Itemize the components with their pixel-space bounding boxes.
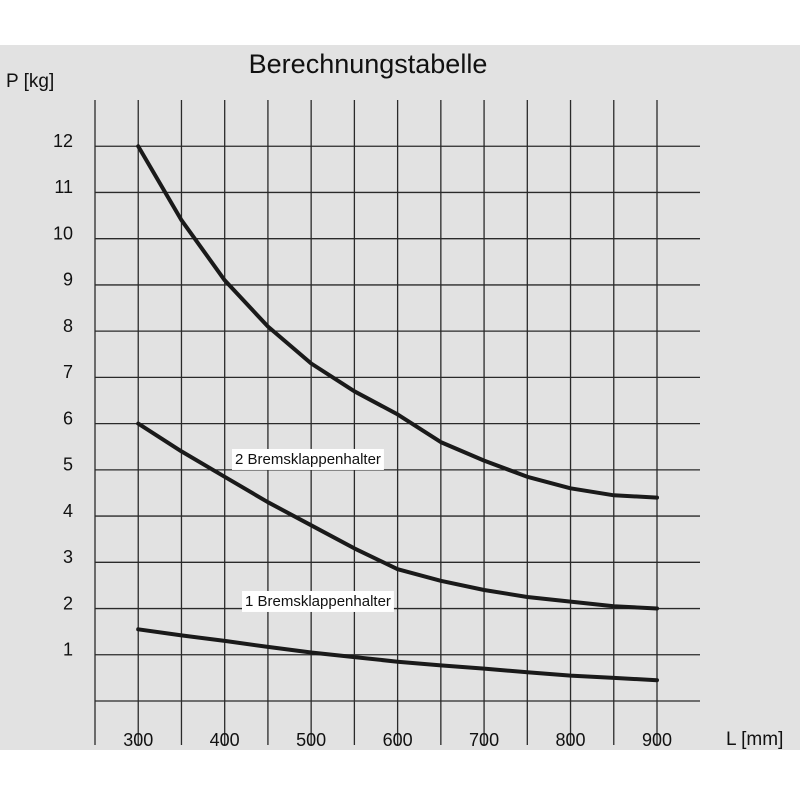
annotation-background bbox=[242, 590, 394, 612]
line-series bbox=[136, 421, 659, 611]
chart-background bbox=[0, 45, 800, 750]
x-tick-label: 700 bbox=[469, 730, 499, 750]
y-tick-label: 11 bbox=[54, 177, 73, 197]
x-tick-label: 800 bbox=[556, 730, 586, 750]
y-tick-label: 12 bbox=[53, 131, 73, 151]
annotation: 2 Bremsklappenhalter bbox=[235, 451, 381, 468]
y-tick-label: 5 bbox=[63, 455, 73, 475]
y-tick-label: 9 bbox=[63, 270, 73, 290]
x-tick-label: 900 bbox=[642, 730, 672, 750]
y-tick-label: 8 bbox=[63, 316, 73, 336]
y-tick-label: 7 bbox=[63, 362, 73, 382]
y-tick-label: 4 bbox=[63, 501, 73, 521]
line-series bbox=[136, 144, 659, 500]
y-tick-label: 2 bbox=[63, 593, 73, 613]
y-tick-label: 3 bbox=[63, 547, 73, 567]
x-tick-label: 500 bbox=[296, 730, 326, 750]
x-tick-label: 400 bbox=[210, 730, 240, 750]
x-tick-label: 600 bbox=[383, 730, 413, 750]
x-tick-label: 300 bbox=[123, 730, 153, 750]
x-axis-label: L [mm] bbox=[726, 729, 783, 750]
annotation-background bbox=[232, 448, 384, 470]
line-series bbox=[136, 627, 659, 683]
y-tick-label: 1 bbox=[63, 640, 73, 660]
chart-title: Berechnungstabelle bbox=[249, 49, 488, 79]
y-tick-label: 6 bbox=[63, 408, 73, 428]
y-axis-label: P [kg] bbox=[6, 71, 54, 92]
annotation: 1 Bremsklappenhalter bbox=[245, 593, 391, 610]
y-tick-label: 10 bbox=[53, 223, 73, 243]
